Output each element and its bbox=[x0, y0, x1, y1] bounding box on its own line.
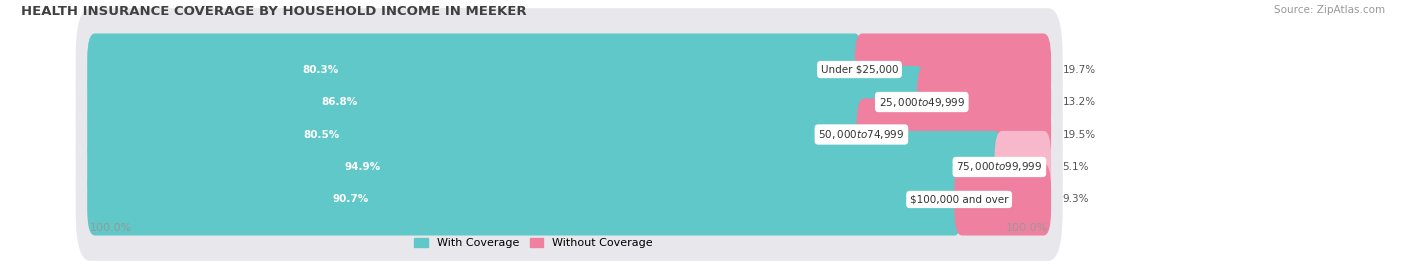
Text: 90.7%: 90.7% bbox=[333, 194, 368, 204]
Text: 19.7%: 19.7% bbox=[1063, 65, 1095, 75]
Text: $100,000 and over: $100,000 and over bbox=[910, 194, 1008, 204]
Text: HEALTH INSURANCE COVERAGE BY HOUSEHOLD INCOME IN MEEKER: HEALTH INSURANCE COVERAGE BY HOUSEHOLD I… bbox=[21, 5, 527, 18]
FancyBboxPatch shape bbox=[994, 131, 1052, 203]
Text: Under $25,000: Under $25,000 bbox=[821, 65, 898, 75]
FancyBboxPatch shape bbox=[87, 131, 1002, 203]
Text: 100.0%: 100.0% bbox=[1007, 223, 1049, 233]
FancyBboxPatch shape bbox=[855, 33, 1052, 106]
FancyBboxPatch shape bbox=[76, 138, 1063, 261]
Text: 86.8%: 86.8% bbox=[322, 97, 357, 107]
FancyBboxPatch shape bbox=[76, 73, 1063, 196]
Text: 13.2%: 13.2% bbox=[1063, 97, 1095, 107]
FancyBboxPatch shape bbox=[76, 106, 1063, 228]
Text: 5.1%: 5.1% bbox=[1063, 162, 1090, 172]
FancyBboxPatch shape bbox=[76, 41, 1063, 163]
FancyBboxPatch shape bbox=[87, 163, 962, 236]
FancyBboxPatch shape bbox=[87, 33, 862, 106]
Text: 80.3%: 80.3% bbox=[302, 65, 339, 75]
FancyBboxPatch shape bbox=[76, 8, 1063, 131]
Text: 19.5%: 19.5% bbox=[1063, 129, 1095, 140]
Text: 80.5%: 80.5% bbox=[304, 129, 340, 140]
Legend: With Coverage, Without Coverage: With Coverage, Without Coverage bbox=[411, 233, 658, 253]
FancyBboxPatch shape bbox=[955, 163, 1052, 236]
FancyBboxPatch shape bbox=[87, 66, 925, 138]
Text: 100.0%: 100.0% bbox=[90, 223, 132, 233]
FancyBboxPatch shape bbox=[917, 66, 1052, 138]
FancyBboxPatch shape bbox=[856, 98, 1052, 171]
Text: $25,000 to $49,999: $25,000 to $49,999 bbox=[879, 95, 965, 108]
Text: 94.9%: 94.9% bbox=[344, 162, 381, 172]
Text: $75,000 to $99,999: $75,000 to $99,999 bbox=[956, 161, 1042, 174]
Text: $50,000 to $74,999: $50,000 to $74,999 bbox=[818, 128, 904, 141]
Text: 9.3%: 9.3% bbox=[1063, 194, 1090, 204]
Text: Source: ZipAtlas.com: Source: ZipAtlas.com bbox=[1274, 5, 1385, 15]
FancyBboxPatch shape bbox=[87, 98, 865, 171]
